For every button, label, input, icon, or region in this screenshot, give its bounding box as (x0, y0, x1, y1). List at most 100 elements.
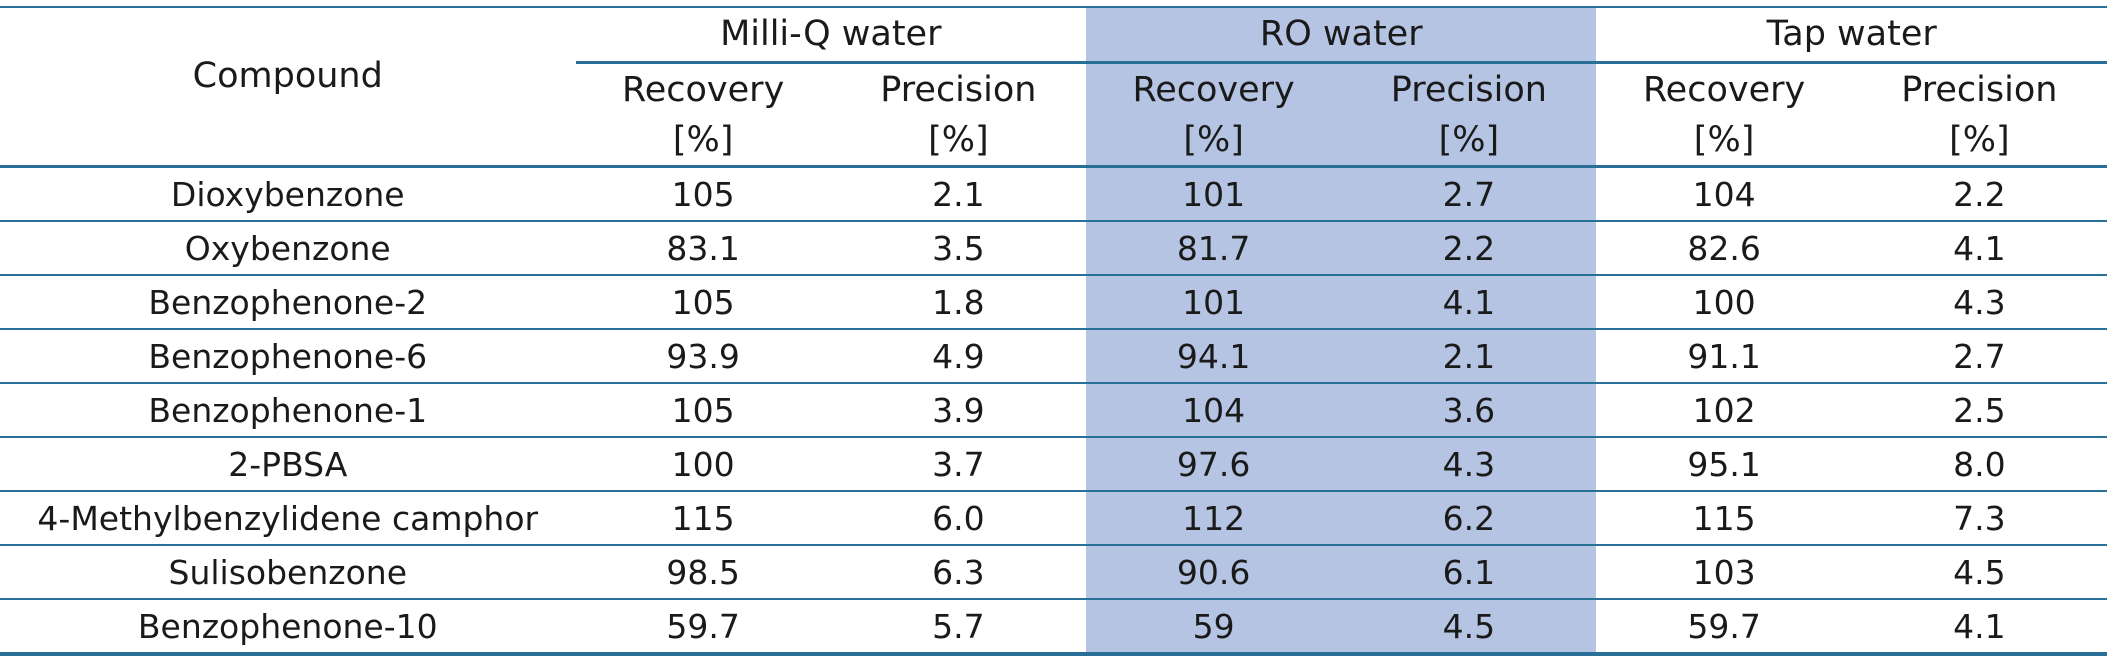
ro-recovery-cell: 101 (1086, 166, 1342, 222)
milliq-recovery-cell: 83.1 (575, 221, 831, 276)
table-row: 2-PBSA 100 3.7 97.6 4.3 95.1 8.0 (0, 437, 2107, 492)
compound-cell: Benzophenone-10 (0, 599, 576, 656)
table-row: Benzophenone-6 93.9 4.9 94.1 2.1 91.1 2.… (0, 329, 2107, 384)
tap-recovery-cell: 59.7 (1596, 599, 1852, 656)
tap-precision-cell: 4.1 (1851, 599, 2107, 656)
header-line: Precision (880, 69, 1037, 110)
tap-precision-cell: 4.3 (1851, 275, 2107, 330)
milliq-recovery-cell: 100 (575, 437, 831, 492)
table-row: Dioxybenzone 105 2.1 101 2.7 104 2.2 (0, 166, 2107, 222)
group-header-ro: RO water (1086, 8, 1597, 64)
milliq-recovery-cell: 105 (575, 275, 831, 330)
header-unit: [%] (1693, 119, 1755, 160)
precision-header: Precision [%] (1851, 62, 2107, 168)
tap-precision-cell: 4.5 (1851, 545, 2107, 600)
tap-recovery-cell: 102 (1596, 383, 1852, 438)
milliq-recovery-cell: 98.5 (575, 545, 831, 600)
table-top-rule (0, 6, 2107, 8)
milliq-recovery-cell: 93.9 (575, 329, 831, 384)
group-label: Milli-Q water (720, 14, 942, 54)
milliq-precision-cell: 2.1 (830, 166, 1086, 222)
ro-precision-cell: 6.1 (1341, 545, 1597, 600)
header-line: Precision (1901, 69, 2058, 110)
compound-cell: 4-Methylbenzylidene camphor (0, 491, 576, 546)
milliq-precision-cell: 6.3 (830, 545, 1086, 600)
table-row: Sulisobenzone 98.5 6.3 90.6 6.1 103 4.5 (0, 545, 2107, 600)
recovery-header: Recovery [%] (1086, 62, 1342, 168)
precision-header: Precision [%] (1341, 62, 1597, 168)
milliq-precision-cell: 6.0 (830, 491, 1086, 546)
milliq-precision-cell: 5.7 (830, 599, 1086, 656)
tap-recovery-cell: 91.1 (1596, 329, 1852, 384)
milliq-recovery-cell: 105 (575, 383, 831, 438)
header-line: Recovery (1132, 69, 1295, 110)
tap-recovery-cell: 82.6 (1596, 221, 1852, 276)
tap-precision-cell: 2.7 (1851, 329, 2107, 384)
compound-cell: Dioxybenzone (0, 166, 576, 222)
group-header-row: Compound Milli-Q water RO water Tap wate… (0, 8, 2107, 168)
milliq-recovery-cell: 59.7 (575, 599, 831, 656)
header-unit: [%] (1949, 119, 2010, 160)
compound-cell: Sulisobenzone (0, 545, 576, 600)
table-row: Oxybenzone 83.1 3.5 81.7 2.2 82.6 4.1 (0, 221, 2107, 276)
tap-precision-cell: 2.5 (1851, 383, 2107, 438)
group-label: Tap water (1766, 14, 1937, 54)
compound-cell: Benzophenone-2 (0, 275, 576, 330)
tap-recovery-cell: 100 (1596, 275, 1852, 330)
ro-precision-cell: 6.2 (1341, 491, 1597, 546)
tap-recovery-cell: 103 (1596, 545, 1852, 600)
tap-precision-cell: 7.3 (1851, 491, 2107, 546)
table-row: 4-Methylbenzylidene camphor 115 6.0 112 … (0, 491, 2107, 546)
milliq-recovery-cell: 105 (575, 166, 831, 222)
tap-recovery-cell: 95.1 (1596, 437, 1852, 492)
recovery-header: Recovery [%] (1596, 62, 1852, 168)
tap-recovery-cell: 115 (1596, 491, 1852, 546)
header-unit: [%] (1183, 119, 1244, 160)
header-unit: [%] (672, 119, 734, 160)
group-header-milliq: Milli-Q water (575, 8, 1086, 64)
compound-header: Compound (0, 8, 576, 168)
ro-precision-cell: 4.3 (1341, 437, 1597, 492)
header-unit: [%] (1438, 119, 1500, 160)
milliq-precision-cell: 3.5 (830, 221, 1086, 276)
ro-recovery-cell: 104 (1086, 383, 1342, 438)
table-row: Benzophenone-10 59.7 5.7 59 4.5 59.7 4.1 (0, 599, 2107, 656)
ro-precision-cell: 4.5 (1341, 599, 1597, 656)
tap-precision-cell: 8.0 (1851, 437, 2107, 492)
ro-recovery-cell: 90.6 (1086, 545, 1342, 600)
header-line: Recovery (1642, 69, 1806, 110)
ro-recovery-cell: 101 (1086, 275, 1342, 330)
compound-cell: 2-PBSA (0, 437, 576, 492)
precision-header: Precision [%] (830, 62, 1086, 168)
ro-precision-cell: 2.7 (1341, 166, 1597, 222)
table-row: Benzophenone-2 105 1.8 101 4.1 100 4.3 (0, 275, 2107, 330)
recovery-precision-table: Compound Milli-Q water RO water Tap wate… (0, 8, 2107, 656)
ro-recovery-cell: 97.6 (1086, 437, 1342, 492)
compound-cell: Benzophenone-1 (0, 383, 576, 438)
milliq-precision-cell: 4.9 (830, 329, 1086, 384)
milliq-precision-cell: 1.8 (830, 275, 1086, 330)
header-line: Recovery (622, 69, 785, 110)
ro-recovery-cell: 94.1 (1086, 329, 1342, 384)
recovery-header: Recovery [%] (575, 62, 831, 168)
ro-precision-cell: 2.1 (1341, 329, 1597, 384)
table-row: Benzophenone-1 105 3.9 104 3.6 102 2.5 (0, 383, 2107, 438)
ro-recovery-cell: 112 (1086, 491, 1342, 546)
compound-cell: Oxybenzone (0, 221, 576, 276)
header-line: Precision (1390, 69, 1547, 110)
ro-precision-cell: 2.2 (1341, 221, 1597, 276)
compound-header-label: Compound (192, 56, 383, 96)
sub-header-row: Recovery [%] Precision [%] Recovery [%] Pre… (0, 62, 2107, 168)
group-label: RO water (1259, 14, 1423, 54)
header-unit: [%] (928, 119, 989, 160)
ro-recovery-cell: 59 (1086, 599, 1342, 656)
ro-precision-cell: 3.6 (1341, 383, 1597, 438)
ro-recovery-cell: 81.7 (1086, 221, 1342, 276)
milliq-precision-cell: 3.9 (830, 383, 1086, 438)
milliq-recovery-cell: 115 (575, 491, 831, 546)
ro-precision-cell: 4.1 (1341, 275, 1597, 330)
tap-recovery-cell: 104 (1596, 166, 1852, 222)
compound-cell: Benzophenone-6 (0, 329, 576, 384)
tap-precision-cell: 4.1 (1851, 221, 2107, 276)
milliq-precision-cell: 3.7 (830, 437, 1086, 492)
